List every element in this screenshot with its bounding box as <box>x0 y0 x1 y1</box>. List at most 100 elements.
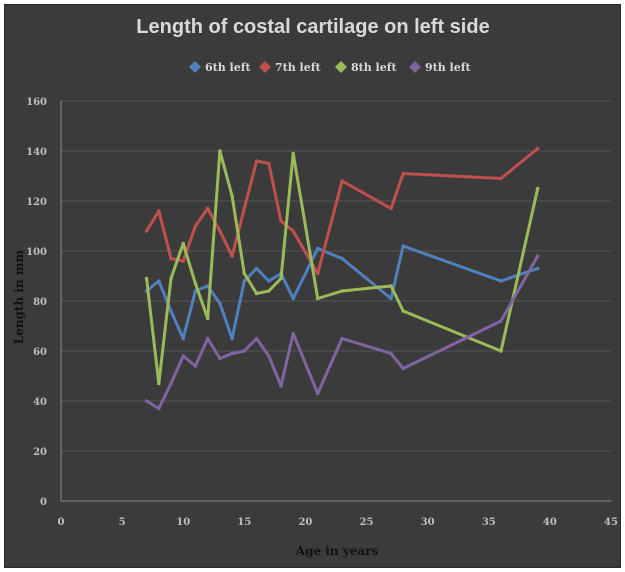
data-point <box>169 276 173 281</box>
y-tick-label: 100 <box>26 247 47 258</box>
data-point <box>499 279 503 283</box>
data-point <box>291 151 296 156</box>
data-point <box>205 336 210 341</box>
legend-marker <box>189 61 201 73</box>
data-point <box>279 276 283 281</box>
data-point <box>156 279 161 283</box>
data-point <box>535 254 540 258</box>
y-tick-label: 60 <box>33 347 47 358</box>
legend: 6th left 7th left 8th left 9th left <box>189 61 471 74</box>
data-point <box>242 349 247 353</box>
data-point <box>535 146 540 151</box>
data-point <box>181 354 186 358</box>
data-point <box>242 279 247 283</box>
series-7th-left <box>144 146 540 276</box>
data-point <box>242 206 247 211</box>
data-point <box>279 384 283 388</box>
data-point <box>315 271 320 276</box>
data-point <box>535 186 540 191</box>
data-point <box>181 259 186 263</box>
data-point <box>266 161 271 166</box>
data-point <box>291 229 296 233</box>
data-point <box>242 271 247 276</box>
data-point <box>291 331 296 336</box>
y-tick-label: 40 <box>33 397 47 408</box>
y-tick-label: 0 <box>40 497 47 508</box>
legend-marker <box>335 61 347 73</box>
y-tick-label: 160 <box>26 97 47 108</box>
data-point <box>266 354 271 358</box>
data-point <box>499 176 503 181</box>
series-8th-left <box>144 149 540 386</box>
x-tick-label: 10 <box>176 517 190 528</box>
x-tick-label: 25 <box>360 517 374 528</box>
x-tick-labels: 0 5 10 15 20 25 30 35 40 45 <box>58 517 618 528</box>
data-point <box>218 149 222 153</box>
y-tick-label: 120 <box>26 197 47 208</box>
data-point <box>401 244 406 248</box>
data-point <box>315 391 320 396</box>
data-point <box>291 296 296 301</box>
x-tick-label: 45 <box>604 517 618 528</box>
chart-title: Length of costal cartilage on left side <box>136 16 489 38</box>
data-point <box>254 159 259 163</box>
x-tick-label: 35 <box>482 517 496 528</box>
data-point <box>401 366 406 371</box>
series-6th-left <box>144 244 540 341</box>
data-point <box>266 289 271 293</box>
legend-item: 6th left <box>189 61 251 74</box>
series-group <box>144 146 540 411</box>
gridlines <box>61 100 611 502</box>
legend-label: 7th left <box>275 61 321 74</box>
legend-label: 9th left <box>425 61 471 74</box>
data-point <box>230 194 234 198</box>
series-9th-left <box>144 254 540 411</box>
data-point <box>169 256 173 261</box>
data-point <box>266 279 271 283</box>
series-line <box>145 254 540 410</box>
legend-label: 8th left <box>351 61 397 74</box>
data-point <box>144 229 149 233</box>
data-point <box>279 219 283 223</box>
legend-item: 9th left <box>409 61 471 74</box>
chart-panel: Length of costal cartilage on left side … <box>4 4 621 568</box>
x-tick-label: 5 <box>119 517 126 528</box>
data-point <box>230 254 234 258</box>
x-tick-label: 20 <box>298 517 312 528</box>
data-point <box>156 406 161 411</box>
data-point <box>144 276 149 281</box>
data-point <box>401 171 406 176</box>
legend-marker <box>259 61 271 73</box>
x-tick-label: 40 <box>543 517 557 528</box>
legend-item: 8th left <box>335 61 397 74</box>
data-point <box>181 241 186 246</box>
y-tick-label: 140 <box>26 147 47 158</box>
y-axis-label: Length in mm <box>12 249 26 344</box>
data-point <box>169 309 173 313</box>
x-tick-label: 15 <box>237 517 251 528</box>
data-point <box>315 296 320 301</box>
data-point <box>218 301 222 306</box>
data-point <box>499 319 503 323</box>
data-point <box>535 266 540 271</box>
data-point <box>340 289 344 293</box>
data-point <box>193 281 198 286</box>
data-point <box>389 284 393 288</box>
series-line <box>145 147 540 275</box>
data-point <box>181 336 186 341</box>
data-point <box>144 399 149 403</box>
data-point <box>230 336 234 341</box>
data-point <box>499 349 503 353</box>
legend-item: 7th left <box>259 61 321 74</box>
data-point <box>340 336 344 341</box>
data-point <box>230 351 234 356</box>
data-point <box>401 309 406 313</box>
y-tick-label: 20 <box>33 447 47 458</box>
data-point <box>340 256 344 261</box>
x-tick-label: 30 <box>421 517 435 528</box>
legend-marker <box>409 61 421 73</box>
data-point <box>156 209 161 213</box>
data-point <box>389 351 393 356</box>
y-tick-labels: 0 20 40 60 80 100 120 140 160 <box>26 97 47 508</box>
